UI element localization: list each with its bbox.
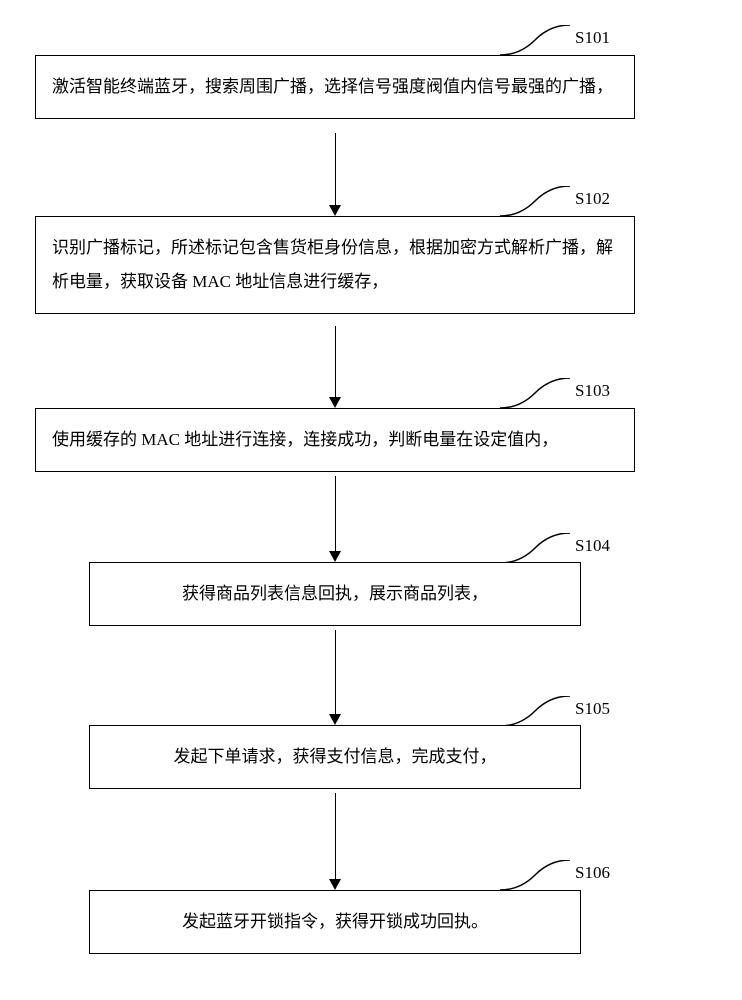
step-text-s103: 使用缓存的 MAC 地址进行连接，连接成功，判断电量在设定值内，: [52, 430, 558, 449]
step-box-s106: 发起蓝牙开锁指令，获得开锁成功回执。: [89, 890, 581, 954]
step-text-s102: 识别广播标记，所述标记包含售货柜身份信息，根据加密方式解析广播，解析电量，获取设…: [52, 238, 613, 291]
arrow-4: [335, 630, 336, 714]
curve-s103: [500, 378, 570, 410]
curve-s104: [500, 533, 570, 565]
step-label-s104: S104: [575, 536, 610, 556]
step-box-s104: 获得商品列表信息回执，展示商品列表，: [89, 562, 581, 626]
step-label-s106: S106: [575, 863, 610, 883]
step-label-s102: S102: [575, 189, 610, 209]
step-text-s105: 发起下单请求，获得支付信息，完成支付，: [174, 747, 497, 766]
step-label-s105: S105: [575, 699, 610, 719]
step-label-s103: S103: [575, 381, 610, 401]
step-text-s101: 激活智能终端蓝牙，搜索周围广播，选择信号强度阀值内信号最强的广播，: [52, 77, 613, 96]
arrow-1: [335, 133, 336, 205]
arrow-head-2: [329, 397, 341, 408]
step-text-s106: 发起蓝牙开锁指令，获得开锁成功回执。: [182, 912, 488, 931]
arrow-head-3: [329, 551, 341, 562]
arrow-head-5: [329, 879, 341, 890]
step-text-s104: 获得商品列表信息回执，展示商品列表，: [182, 584, 488, 603]
curve-s105: [500, 696, 570, 728]
step-box-s103: 使用缓存的 MAC 地址进行连接，连接成功，判断电量在设定值内，: [35, 408, 635, 472]
arrow-3: [335, 476, 336, 551]
arrow-head-4: [329, 714, 341, 725]
step-box-s105: 发起下单请求，获得支付信息，完成支付，: [89, 725, 581, 789]
curve-s106: [500, 860, 570, 892]
arrow-2: [335, 326, 336, 397]
arrow-head-1: [329, 205, 341, 216]
step-box-s101: 激活智能终端蓝牙，搜索周围广播，选择信号强度阀值内信号最强的广播，: [35, 55, 635, 119]
flowchart-container: S101 激活智能终端蓝牙，搜索周围广播，选择信号强度阀值内信号最强的广播， S…: [0, 0, 742, 1000]
step-label-s101: S101: [575, 28, 610, 48]
curve-s102: [500, 186, 570, 218]
curve-s101: [500, 25, 570, 57]
arrow-5: [335, 793, 336, 879]
step-box-s102: 识别广播标记，所述标记包含售货柜身份信息，根据加密方式解析广播，解析电量，获取设…: [35, 216, 635, 314]
